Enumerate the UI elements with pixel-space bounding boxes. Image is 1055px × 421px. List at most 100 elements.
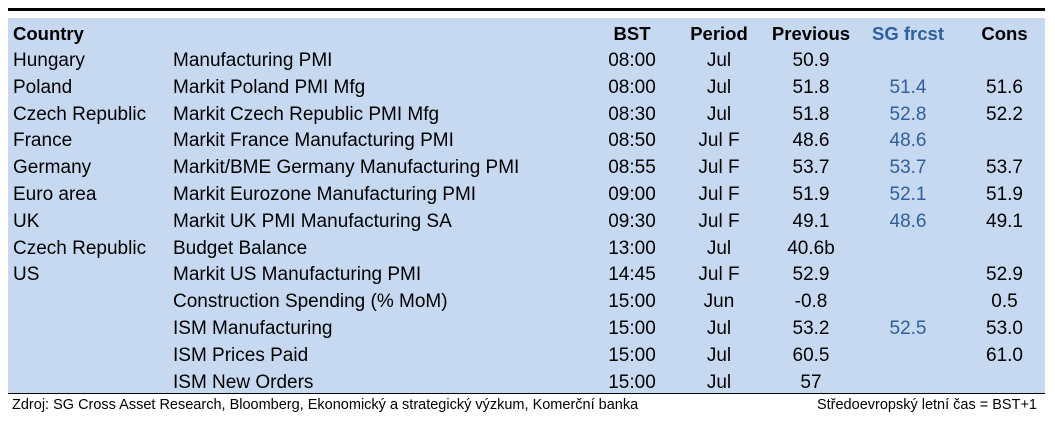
cell-country: [8, 343, 173, 370]
economic-calendar-table: Country BST Period Previous SG frcst Con…: [8, 19, 1050, 396]
cell-sg-forecast: [857, 236, 959, 263]
cell-indicator: Markit UK PMI Manufacturing SA: [173, 210, 452, 232]
top-rule: [8, 8, 1045, 11]
table-row: Poland Markit Poland PMI Mfg 08:00 Jul 5…: [8, 75, 1050, 102]
cell-bst: 08:00: [608, 50, 656, 71]
cell-indicator: ISM Manufacturing: [173, 317, 333, 339]
cell-country: US: [13, 264, 40, 286]
cell-previous: 51.8: [792, 103, 830, 125]
cell-sg-forecast: 52.1: [889, 183, 927, 205]
cell-indicator: Markit Poland PMI Mfg: [173, 76, 366, 98]
cell-country: France: [13, 130, 73, 152]
cell-country: [8, 316, 173, 343]
table-row: ISM Prices Paid 15:00 Jul 60.5 61.0: [8, 343, 1050, 370]
cell-sg-forecast: 52.8: [889, 103, 927, 125]
table-row: Hungary Manufacturing PMI 08:00 Jul 50.9: [8, 48, 1050, 75]
cell-sg-forecast: 51.4: [889, 76, 927, 98]
cell-indicator: Manufacturing PMI: [173, 50, 333, 71]
cell-period: Jul F: [698, 264, 740, 286]
cell-country: Poland: [13, 76, 73, 98]
cell-previous: 51.9: [792, 183, 830, 205]
cell-previous: -0.8: [794, 291, 828, 313]
cell-indicator: Budget Balance: [173, 237, 308, 259]
cell-period: Jul: [706, 344, 732, 366]
cell-bst: 08:50: [608, 130, 656, 152]
header-sg-forecast: SG frcst: [872, 23, 944, 44]
cell-period: Jul F: [698, 157, 740, 179]
table-row: ISM New Orders 15:00 Jul 57: [8, 370, 1050, 397]
cell-period: Jul F: [698, 130, 740, 152]
cell-indicator: ISM New Orders: [173, 371, 314, 393]
cell-period: Jul: [706, 237, 732, 259]
cell-previous: 53.7: [792, 157, 830, 179]
table-row: Euro area Markit Eurozone Manufacturing …: [8, 182, 1050, 209]
cell-consensus: 53.0: [986, 317, 1023, 339]
table-row: UK Markit UK PMI Manufacturing SA 09:30 …: [8, 209, 1050, 236]
cell-period: Jul: [706, 103, 732, 125]
table-row: Czech Republic Budget Balance 13:00 Jul …: [8, 236, 1050, 263]
header-indicator: [173, 19, 591, 48]
cell-sg-forecast: [857, 262, 959, 289]
cell-consensus: 61.0: [986, 344, 1023, 366]
header-consensus: Cons: [981, 23, 1028, 44]
cell-bst: 09:00: [608, 183, 656, 205]
bottom-rule: [8, 393, 1045, 394]
cell-consensus: 51.6: [986, 76, 1023, 98]
cell-period: Jul: [706, 50, 732, 71]
cell-country: Hungary: [13, 50, 85, 71]
cell-previous: 49.1: [792, 210, 830, 232]
cell-period: Jul: [706, 317, 732, 339]
cell-country: Germany: [13, 157, 92, 179]
cell-previous: 52.9: [792, 264, 830, 286]
timezone-note: Středoevropský letní čas = BST+1: [816, 397, 1037, 413]
cell-previous: 53.2: [792, 317, 830, 339]
cell-previous: 51.8: [792, 76, 830, 98]
cell-bst: 14:45: [608, 264, 656, 286]
cell-country: UK: [13, 210, 40, 232]
cell-previous: 57: [800, 371, 822, 393]
cell-previous: 50.9: [792, 50, 830, 71]
cell-period: Jul F: [698, 183, 740, 205]
source-note: Zdroj: SG Cross Asset Research, Bloomber…: [12, 397, 639, 413]
cell-indicator: Markit US Manufacturing PMI: [173, 264, 422, 286]
cell-indicator: Construction Spending (% MoM): [173, 291, 448, 313]
table-row: ISM Manufacturing 15:00 Jul 53.2 52.5 53…: [8, 316, 1050, 343]
cell-indicator: ISM Prices Paid: [173, 344, 309, 366]
table-row: France Markit France Manufacturing PMI 0…: [8, 128, 1050, 155]
cell-consensus: 52.2: [986, 103, 1023, 125]
cell-bst: 15:00: [608, 291, 656, 313]
header-country: Country: [13, 23, 84, 44]
cell-consensus: [959, 128, 1050, 155]
cell-consensus: [959, 236, 1050, 263]
cell-sg-forecast: [857, 48, 959, 75]
table-row: US Markit US Manufacturing PMI 14:45 Jul…: [8, 262, 1050, 289]
cell-consensus: [959, 48, 1050, 75]
cell-country: Euro area: [13, 183, 97, 205]
cell-consensus: 51.9: [986, 183, 1023, 205]
cell-country: Czech Republic: [13, 237, 147, 259]
cell-sg-forecast: 48.6: [889, 210, 927, 232]
cell-indicator: Markit Eurozone Manufacturing PMI: [173, 183, 477, 205]
cell-consensus: 53.7: [986, 157, 1023, 179]
cell-bst: 13:00: [608, 237, 656, 259]
cell-sg-forecast: 53.7: [889, 157, 927, 179]
cell-consensus: 49.1: [986, 210, 1023, 232]
cell-bst: 15:00: [608, 317, 656, 339]
cell-consensus: 0.5: [991, 291, 1018, 313]
table-row: Czech Republic Markit Czech Republic PMI…: [8, 102, 1050, 129]
cell-period: Jun: [703, 291, 735, 313]
cell-indicator: Markit Czech Republic PMI Mfg: [173, 103, 440, 125]
cell-sg-forecast: [857, 289, 959, 316]
cell-bst: 08:00: [608, 76, 656, 98]
cell-country: [8, 289, 173, 316]
cell-period: Jul: [706, 76, 732, 98]
table-background-panel: [8, 18, 1045, 394]
cell-bst: 08:30: [608, 103, 656, 125]
table-row: Construction Spending (% MoM) 15:00 Jun …: [8, 289, 1050, 316]
cell-indicator: Markit/BME Germany Manufacturing PMI: [173, 157, 520, 179]
cell-country: Czech Republic: [13, 103, 147, 125]
cell-bst: 09:30: [608, 210, 656, 232]
header-previous: Previous: [771, 23, 851, 44]
table-body: Hungary Manufacturing PMI 08:00 Jul 50.9…: [8, 48, 1050, 396]
header-bst: BST: [613, 23, 651, 44]
